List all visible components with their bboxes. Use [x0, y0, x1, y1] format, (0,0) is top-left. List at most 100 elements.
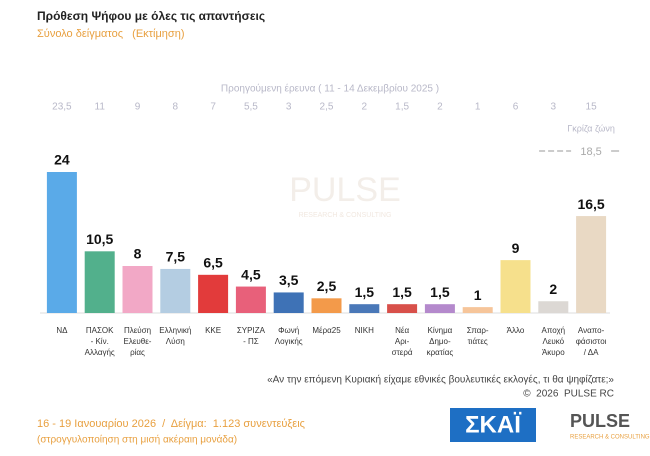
bar [122, 266, 153, 313]
previous-value: 23,5 [52, 102, 72, 113]
category-line: Σπαρ- [467, 326, 489, 335]
category-line: ΠΑΣΟΚ [86, 326, 114, 335]
category-line: ΝΙΚΗ [355, 326, 374, 335]
pulse-logo: PULSE [570, 411, 630, 431]
category-line: κρατίας [427, 348, 454, 357]
category-line: Λογικής [275, 337, 303, 346]
bar [198, 274, 229, 313]
value-label: 3,5 [279, 272, 299, 288]
value-label: 1,5 [355, 284, 375, 300]
previous-value: 2 [362, 102, 368, 113]
value-label: 10,5 [86, 231, 113, 247]
category-label: Ελληνική Λύση [159, 326, 191, 346]
category-line: ΚΚΕ [205, 326, 221, 335]
category-line: Αποχή [541, 326, 565, 335]
category-label: ΠΑΣΟΚ - Κίν. Αλλαγής [85, 326, 115, 357]
grey-zone-value: 18,5 [580, 146, 601, 158]
previous-value: 11 [95, 102, 106, 113]
previous-value: 7 [210, 102, 216, 113]
category-line: ρίας [130, 348, 145, 357]
category-line: φάσιστοι [576, 337, 607, 346]
previous-value: 2 [437, 102, 443, 113]
pulse-logo-sub: RESEARCH & CONSULTING [570, 435, 650, 441]
previous-title: Προηγούμενη έρευνα ( 11 - 14 Δεκεμβρίου … [221, 83, 439, 95]
previous-value: 15 [586, 102, 598, 113]
category-label: Αποχή Λευκό Άκυρο [541, 326, 565, 357]
category-line: Νέα [395, 326, 409, 335]
category-label: ΝΙΚΗ [355, 326, 374, 335]
category-label: Νέα Αρι-στερά [392, 326, 413, 357]
footer: 16 - 19 Ιανουαρίου 2026 / Δείγμα: 1.123 … [37, 418, 305, 430]
category-line: Ελευθε- [124, 337, 152, 346]
value-label: 7,5 [166, 249, 186, 265]
category-line: - Κίν. [91, 337, 109, 346]
bar [538, 301, 569, 313]
bar [273, 292, 304, 313]
category-label: Σπαρ-τιάτες [467, 326, 489, 346]
bar [500, 260, 531, 313]
value-label: 24 [54, 152, 70, 168]
category-line: Ελληνική [159, 326, 191, 335]
previous-value: 6 [513, 102, 519, 113]
category-line: τιάτες [468, 337, 488, 346]
chart-subtitle: Σύνολο δείγματος (Εκτίμηση) [37, 28, 185, 40]
value-label: 9 [512, 240, 520, 256]
value-label: 8 [134, 246, 142, 262]
previous-value: 5,5 [244, 102, 258, 113]
category-line: ΝΔ [56, 326, 68, 335]
category-label: ΝΔ [56, 326, 68, 335]
value-label: 1,5 [392, 284, 412, 300]
category-line: Φωνή [278, 326, 299, 335]
previous-value: 1,5 [395, 102, 409, 113]
category-line: Μέρα25 [312, 326, 341, 335]
category-line: Αναπο- [578, 326, 605, 335]
category-line: Αρι- [395, 337, 410, 346]
previous-value: 1 [475, 102, 481, 113]
bar [311, 298, 342, 313]
bar [387, 304, 418, 313]
bar [349, 304, 380, 313]
watermark: PULSE [289, 171, 401, 209]
category-label: ΚΚΕ [205, 326, 221, 335]
grey-zone-label: Γκρίζα ζώνη [567, 123, 615, 133]
chart-title: Πρόθεση Ψήφου με όλες τις απαντήσεις [37, 9, 265, 23]
value-label: 16,5 [577, 196, 604, 212]
bar [160, 268, 191, 313]
value-label: 4,5 [241, 266, 261, 282]
category-line: - ΠΣ [243, 337, 259, 346]
previous-value: 9 [135, 102, 141, 113]
previous-value: 3 [551, 102, 557, 113]
category-label: Φωνή Λογικής [275, 326, 303, 346]
category-line: Πλεύση [124, 326, 151, 335]
category-line: ΣΥΡΙΖΑ [237, 326, 266, 335]
category-line: Άκυρο [542, 348, 565, 357]
category-line: Λευκό [542, 337, 564, 346]
bar [46, 172, 77, 313]
category-label: Κίνημα Δημο-κρατίας [427, 326, 454, 357]
value-label: 6,5 [203, 255, 223, 271]
bar [424, 304, 455, 313]
channel-logo-box [450, 408, 536, 442]
category-line: Λύση [166, 337, 185, 346]
category-line: Αλλαγής [85, 348, 115, 357]
previous-value: 8 [173, 102, 179, 113]
category-line: / ΔΑ [584, 348, 599, 357]
category-line: στερά [392, 348, 413, 357]
footer-note: (στρογγυλοποίηση στη μισή ακέραιη μονάδα… [37, 434, 237, 446]
bar [462, 307, 493, 313]
category-line: Άλλο [507, 326, 525, 335]
value-label: 1 [474, 287, 482, 303]
category-line: Δημο- [429, 337, 451, 346]
watermark-sub: RESEARCH & CONSULTING [299, 212, 392, 219]
category-line: Κίνημα [428, 326, 453, 335]
bar [576, 216, 607, 313]
previous-value: 3 [286, 102, 292, 113]
value-label: 2,5 [317, 278, 337, 294]
bar [235, 286, 266, 313]
channel-logo: ΣΚΑΪ [465, 411, 522, 438]
copyright: © 2026 PULSE RC [523, 389, 614, 400]
value-label: 1,5 [430, 284, 450, 300]
question: «Αν την επόμενη Κυριακή είχαμε εθνικές β… [267, 374, 614, 386]
previous-value: 2,5 [320, 102, 334, 113]
